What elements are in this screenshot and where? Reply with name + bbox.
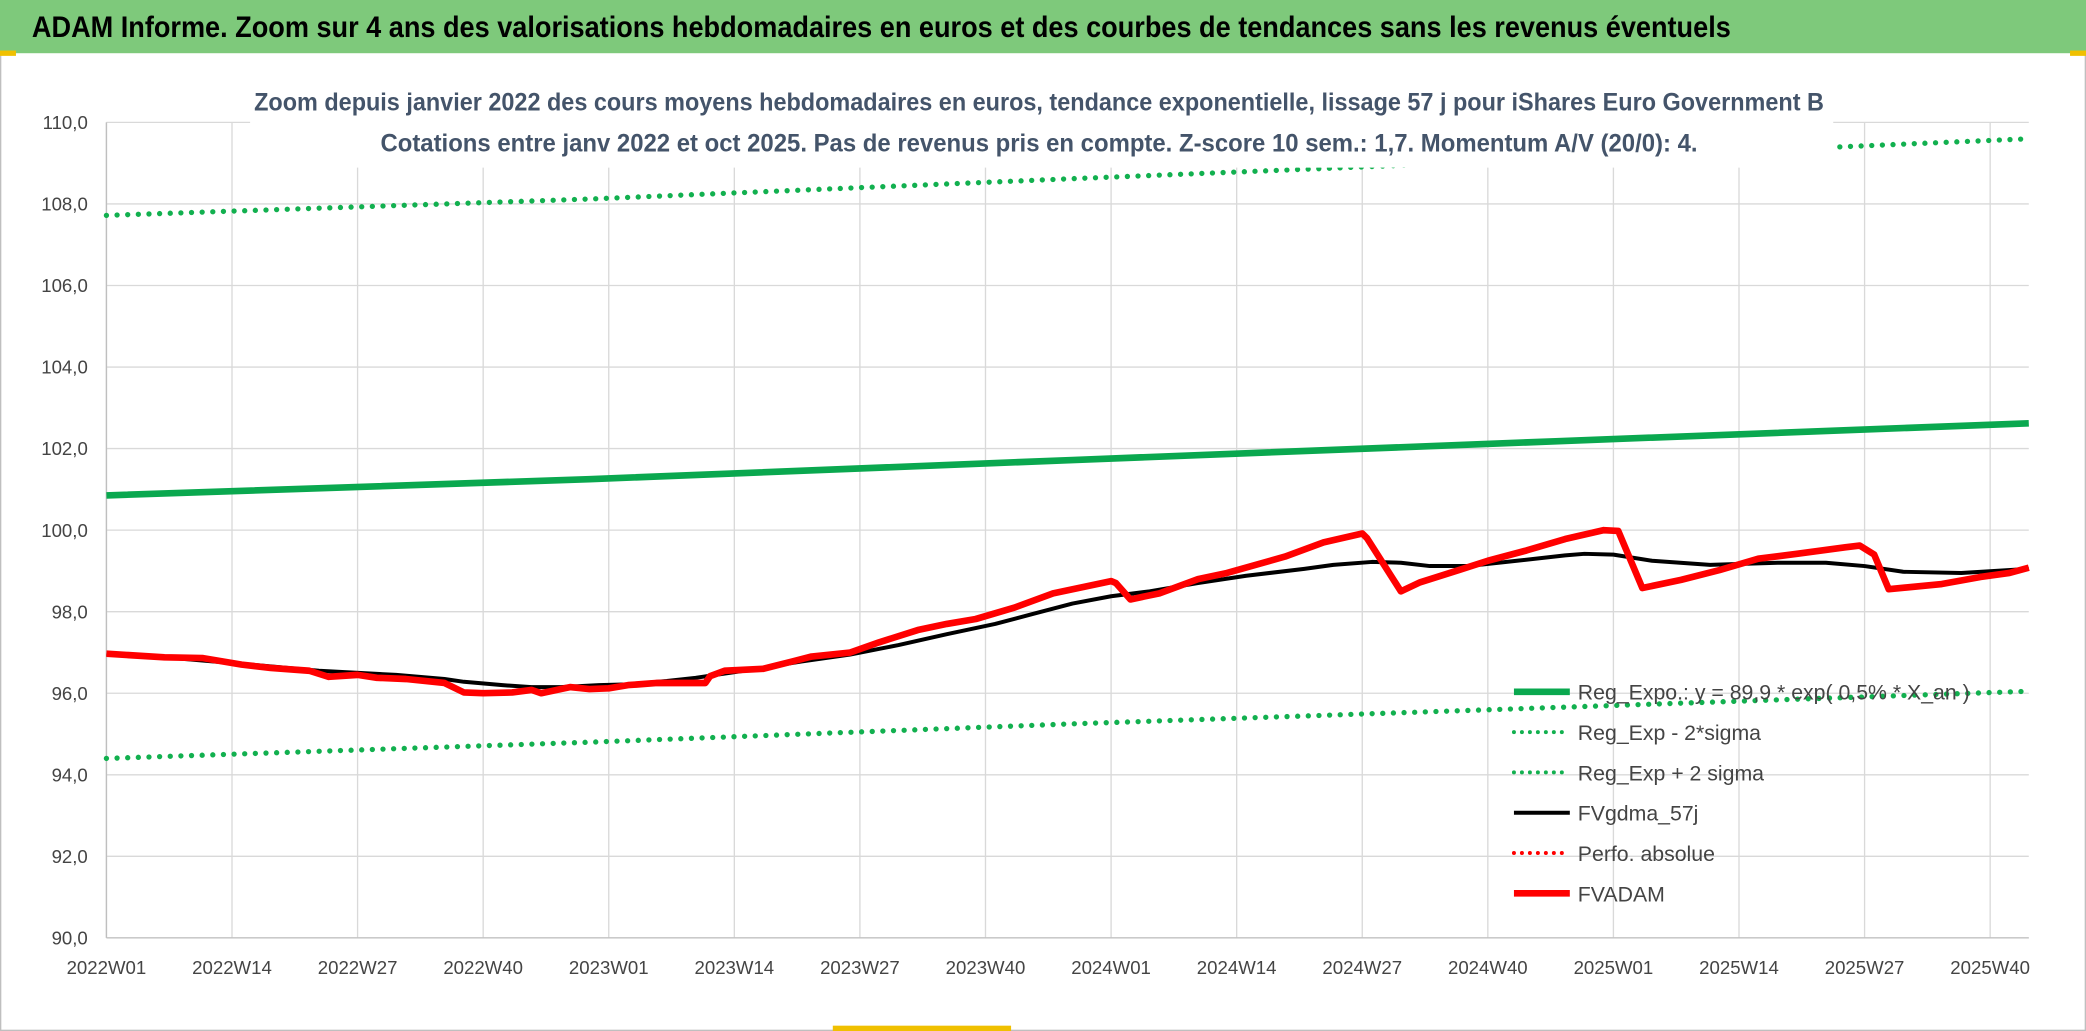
header-accent-right	[2070, 50, 2086, 56]
header-bar	[0, 0, 2086, 54]
x-tick-label: 2024W14	[1197, 957, 1277, 978]
legend-label: Reg_Exp + 2 sigma	[1578, 761, 1764, 785]
legend-label: Reg_Exp - 2*sigma	[1578, 721, 1761, 745]
chart-subtitle: Cotations entre janv 2022 et oct 2025. P…	[380, 130, 1697, 158]
y-tick-label: 100,0	[41, 520, 88, 541]
y-tick-label: 94,0	[52, 764, 88, 785]
x-tick-label: 2023W40	[946, 957, 1026, 978]
legend-label: FVgdma_57j	[1578, 802, 1699, 826]
y-tick-label: 104,0	[41, 357, 88, 378]
x-tick-label: 2025W27	[1825, 957, 1905, 978]
page-title: ADAM Informe. Zoom sur 4 ans des valoris…	[32, 12, 1731, 44]
axes: 90,0 92,0 94,0 96,0 98,0 100,0 102,0 104,0 106,0…	[41, 112, 2030, 978]
series-line-fvadam	[106, 526, 2030, 697]
x-tick-label: 2023W27	[820, 957, 900, 978]
x-tick-label: 2023W01	[569, 957, 649, 978]
chart-title: Zoom depuis janvier 2022 des cours moyen…	[254, 88, 1824, 116]
x-tick-label: 2025W01	[1574, 957, 1654, 978]
x-tick-label: 2022W40	[443, 957, 523, 978]
x-tick-label: 2024W27	[1322, 957, 1402, 978]
header-accent-left	[0, 50, 16, 56]
series-line-fvgdma-57j	[106, 551, 2029, 690]
legend-label: FVADAM	[1578, 882, 1665, 906]
y-tick-label: 108,0	[41, 194, 88, 215]
x-tick-label: 2024W01	[1071, 957, 1151, 978]
y-tick-label: 92,0	[52, 846, 88, 867]
x-tick-label: 2023W14	[695, 957, 775, 978]
series-line-reg-expo-y-89-9-exp-0-5-x-an	[106, 419, 2029, 499]
subtitle-backing	[250, 79, 1834, 168]
y-tick-label: 106,0	[41, 275, 88, 296]
legend-label: Reg_Expo.: y = 89,9 * exp( 0,5% * X_an )	[1578, 681, 1970, 705]
legend: Reg_Expo.: y = 89,9 * exp( 0,5% * X_an )…	[1511, 681, 1970, 906]
legend-label: Perfo. absolue	[1578, 842, 1715, 866]
x-tick-label: 2022W27	[318, 957, 398, 978]
x-tick-label: 2024W40	[1448, 957, 1528, 978]
footer-accent	[832, 1025, 1012, 1031]
x-tick-label: 2025W14	[1699, 957, 1779, 978]
x-tick-label: 2022W01	[67, 957, 147, 978]
x-tick-label: 2025W40	[1950, 957, 2030, 978]
y-tick-label: 102,0	[41, 438, 88, 459]
y-tick-label: 90,0	[52, 928, 88, 949]
y-tick-label: 98,0	[52, 601, 88, 622]
series-line-reg-exp-2-sigma	[103, 688, 2032, 762]
y-tick-label: 96,0	[52, 683, 88, 704]
y-tick-label: 110,0	[43, 112, 88, 133]
x-tick-label: 2022W14	[192, 957, 272, 978]
